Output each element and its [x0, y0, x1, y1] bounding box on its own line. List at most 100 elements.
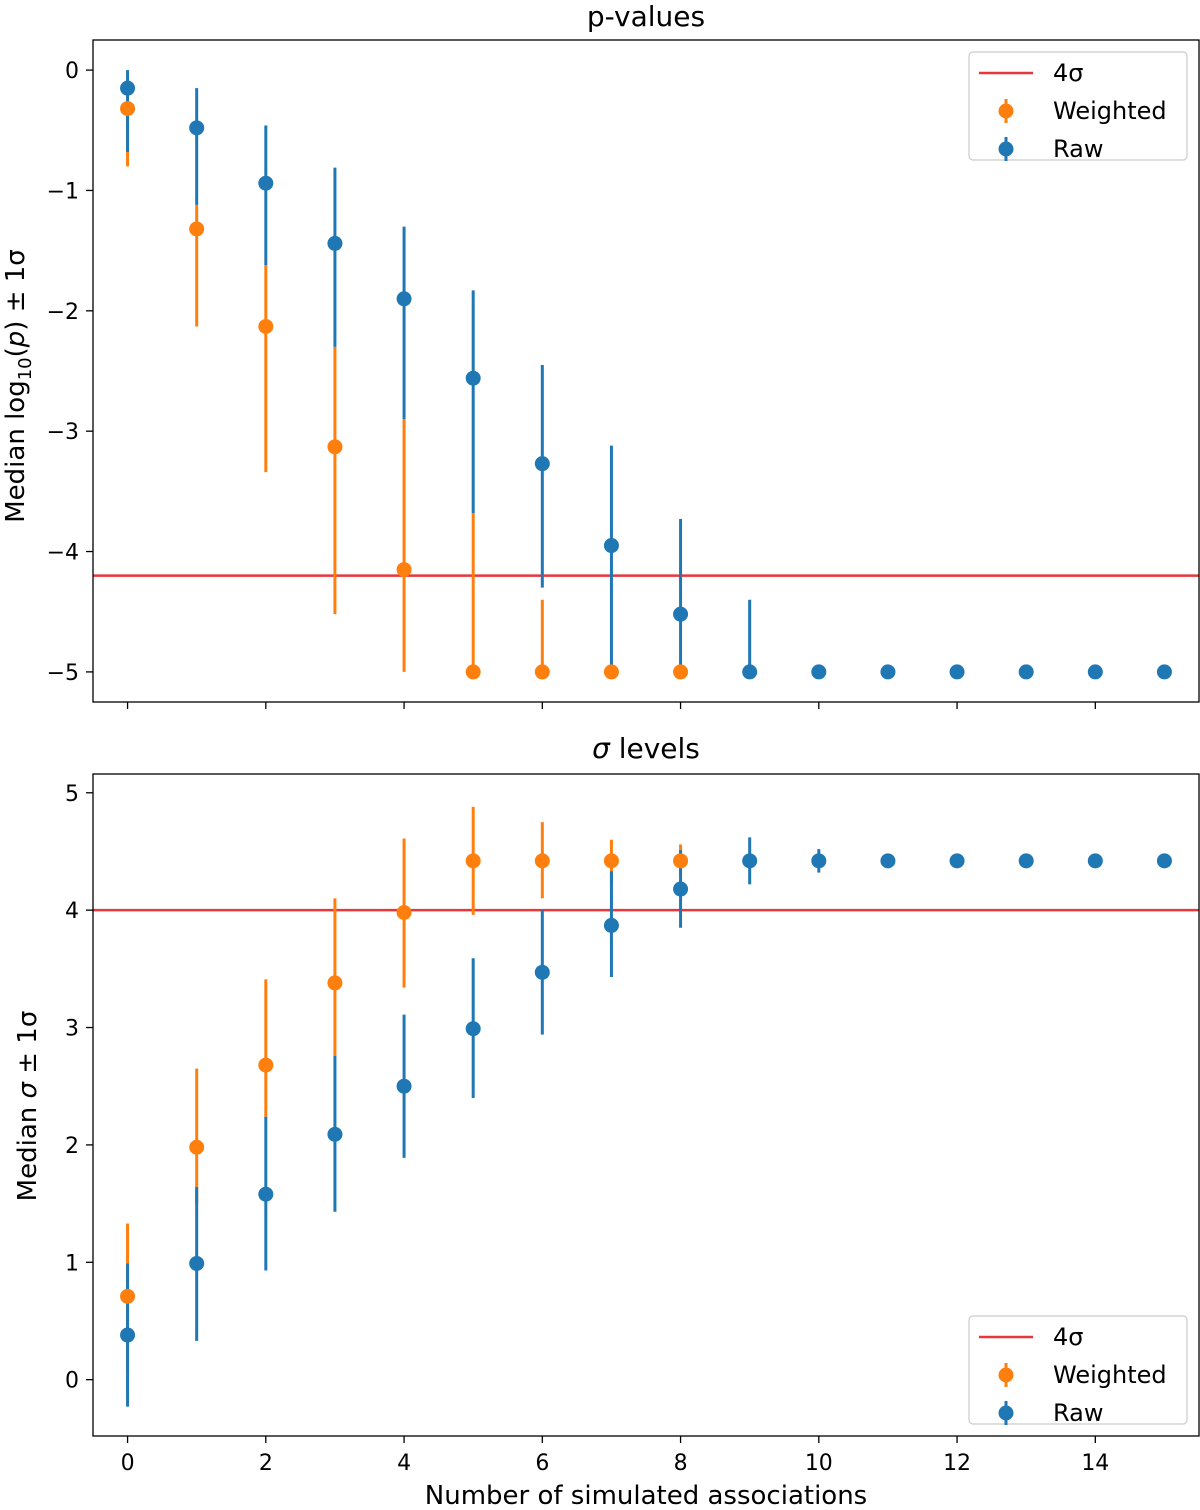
sigma-y-tick-label: 0: [65, 1369, 79, 1394]
sigma-raw-point: [673, 881, 689, 897]
pvalues-ylabel-pvar: p: [1, 331, 31, 349]
sigma-legend-box: [968, 1315, 1188, 1425]
pvalues-weighted-point: [396, 562, 412, 578]
x-axis-label: Number of simulated associations: [425, 1481, 867, 1510]
sigma-weighted-point: [465, 853, 481, 869]
pvalues-panel: p-values Median log10(p) ± 1σ 0 −1 −2 −3 −4 −…: [1, 0, 1200, 709]
pvalues-legend-weighted-swatch: [998, 103, 1014, 119]
pvalues-y-tick-label: 0: [65, 59, 79, 84]
pvalues-raw-point: [949, 664, 965, 680]
pvalues-legend-label-weighted: Weighted: [1053, 97, 1167, 125]
pvalues-legend-box: [968, 51, 1188, 161]
sigma-x-tick-label: 2: [259, 1451, 273, 1476]
sigma-weighted-point: [189, 1139, 205, 1155]
pvalues-y-tick-label: −5: [47, 661, 79, 686]
sigma-y-tick-label: 3: [65, 1017, 79, 1042]
pvalues-ylabel-rest: ) ± 1σ: [1, 249, 31, 330]
sigma-weighted-point: [327, 975, 343, 991]
sigma-y-tick-label: 5: [65, 782, 79, 807]
sigma-weighted-point: [534, 853, 550, 869]
pvalues-weighted-point: [258, 318, 274, 334]
sigma-ylabel-symbol: σ: [13, 1080, 43, 1098]
pvalues-legend-raw-swatch: [998, 141, 1014, 157]
sigma-x-tick-label: 6: [535, 1451, 549, 1476]
pvalues-raw-point: [534, 456, 550, 472]
pvalues-weighted-point: [534, 664, 550, 680]
sigma-x-tick-label: 0: [121, 1451, 135, 1476]
sigma-y-tick-label: 2: [65, 1134, 79, 1159]
pvalues-raw-point: [1018, 664, 1034, 680]
sigma-ylabel-rest: ± 1σ: [13, 1011, 43, 1082]
sigma-weighted-point: [673, 853, 689, 869]
pvalues-plot-area: 0 −1 −2 −3 −4 −5 4σ Weighted Raw: [47, 39, 1200, 709]
pvalues-weighted-point: [673, 664, 689, 680]
pvalues-raw-point: [396, 291, 412, 307]
pvalues-y-tick-label: −3: [47, 420, 79, 445]
pvalues-axes-frame: [92, 39, 1200, 703]
sigma-y-tick-label: 4: [65, 899, 79, 924]
pvalues-y-tick-label: −1: [47, 179, 79, 204]
sigma-x-tick-label: 12: [943, 1451, 971, 1476]
pvalues-raw-point: [811, 664, 827, 680]
pvalues-weighted-point: [189, 221, 205, 237]
sigma-raw-point: [189, 1255, 205, 1271]
pvalues-raw-point: [189, 120, 205, 136]
pvalues-raw-point: [327, 235, 343, 251]
pvalues-weighted-point: [327, 439, 343, 455]
pvalues-legend-label-raw: Raw: [1053, 135, 1103, 163]
sigma-raw-point: [327, 1126, 343, 1142]
sigma-title-symbol: σ: [592, 732, 611, 765]
pvalues-y-tick-label: −4: [47, 541, 79, 566]
pvalues-legend-label-threshold: 4σ: [1053, 59, 1083, 87]
sigma-x-tick-label: 4: [397, 1451, 411, 1476]
pvalues-title: p-values: [587, 0, 705, 33]
sigma-x-tick-label: 14: [1081, 1451, 1109, 1476]
sigma-raw-point: [1087, 853, 1103, 869]
sigma-raw-point: [742, 853, 758, 869]
sigma-legend-weighted-swatch: [998, 1367, 1014, 1383]
sigma-raw-point: [949, 853, 965, 869]
sigma-y-tick-label: 1: [65, 1251, 79, 1276]
pvalues-ylabel: Median log10(p) ± 1σ: [1, 249, 36, 523]
sigma-x-tick-label: 10: [805, 1451, 833, 1476]
pvalues-ylabel-sub: 10: [15, 357, 36, 380]
pvalues-weighted-point: [465, 664, 481, 680]
pvalues-raw-point: [1087, 664, 1103, 680]
sigma-ylabel-median: Median: [13, 1098, 43, 1201]
sigma-weighted-point: [258, 1057, 274, 1073]
sigma-raw-point: [120, 1327, 136, 1343]
sigma-raw-point: [465, 1021, 481, 1037]
sigma-title-rest: levels: [610, 732, 700, 765]
sigma-raw-point: [880, 853, 896, 869]
pvalues-legend: 4σ Weighted Raw: [968, 51, 1188, 163]
sigma-x-tick-label: 8: [674, 1451, 688, 1476]
sigma-ylabel: Median σ ± 1σ: [13, 1011, 43, 1202]
sigma-weighted-point: [120, 1288, 136, 1304]
sigma-weighted-point: [396, 905, 412, 921]
pvalues-raw-point: [742, 664, 758, 680]
sigma-raw-point: [1018, 853, 1034, 869]
sigma-legend: 4σ Weighted Raw: [968, 1315, 1188, 1427]
pvalues-weighted-point: [603, 664, 619, 680]
pvalues-ylabel-p: (: [1, 347, 31, 357]
sigma-legend-label-raw: Raw: [1053, 1399, 1103, 1427]
pvalues-raw-point: [1156, 664, 1172, 680]
sigma-legend-raw-swatch: [998, 1405, 1014, 1421]
sigma-panel: σ levels Median σ ± 1σ Number of simulat…: [13, 732, 1200, 1510]
pvalues-raw-point: [673, 606, 689, 622]
sigma-raw-point: [603, 917, 619, 933]
pvalues-y-tick-label: −2: [47, 300, 79, 325]
pvalues-weighted-point: [120, 101, 136, 117]
sigma-raw-point: [811, 853, 827, 869]
pvalues-raw-point: [258, 175, 274, 191]
pvalues-ylabel-median: Median log: [1, 380, 31, 522]
sigma-raw-point: [396, 1078, 412, 1094]
pvalues-raw-point: [465, 370, 481, 386]
pvalues-raw-point: [120, 80, 136, 96]
pvalues-raw-point: [603, 538, 619, 554]
sigma-raw-point: [534, 964, 550, 980]
sigma-raw-point: [1156, 853, 1172, 869]
sigma-weighted-point: [603, 853, 619, 869]
